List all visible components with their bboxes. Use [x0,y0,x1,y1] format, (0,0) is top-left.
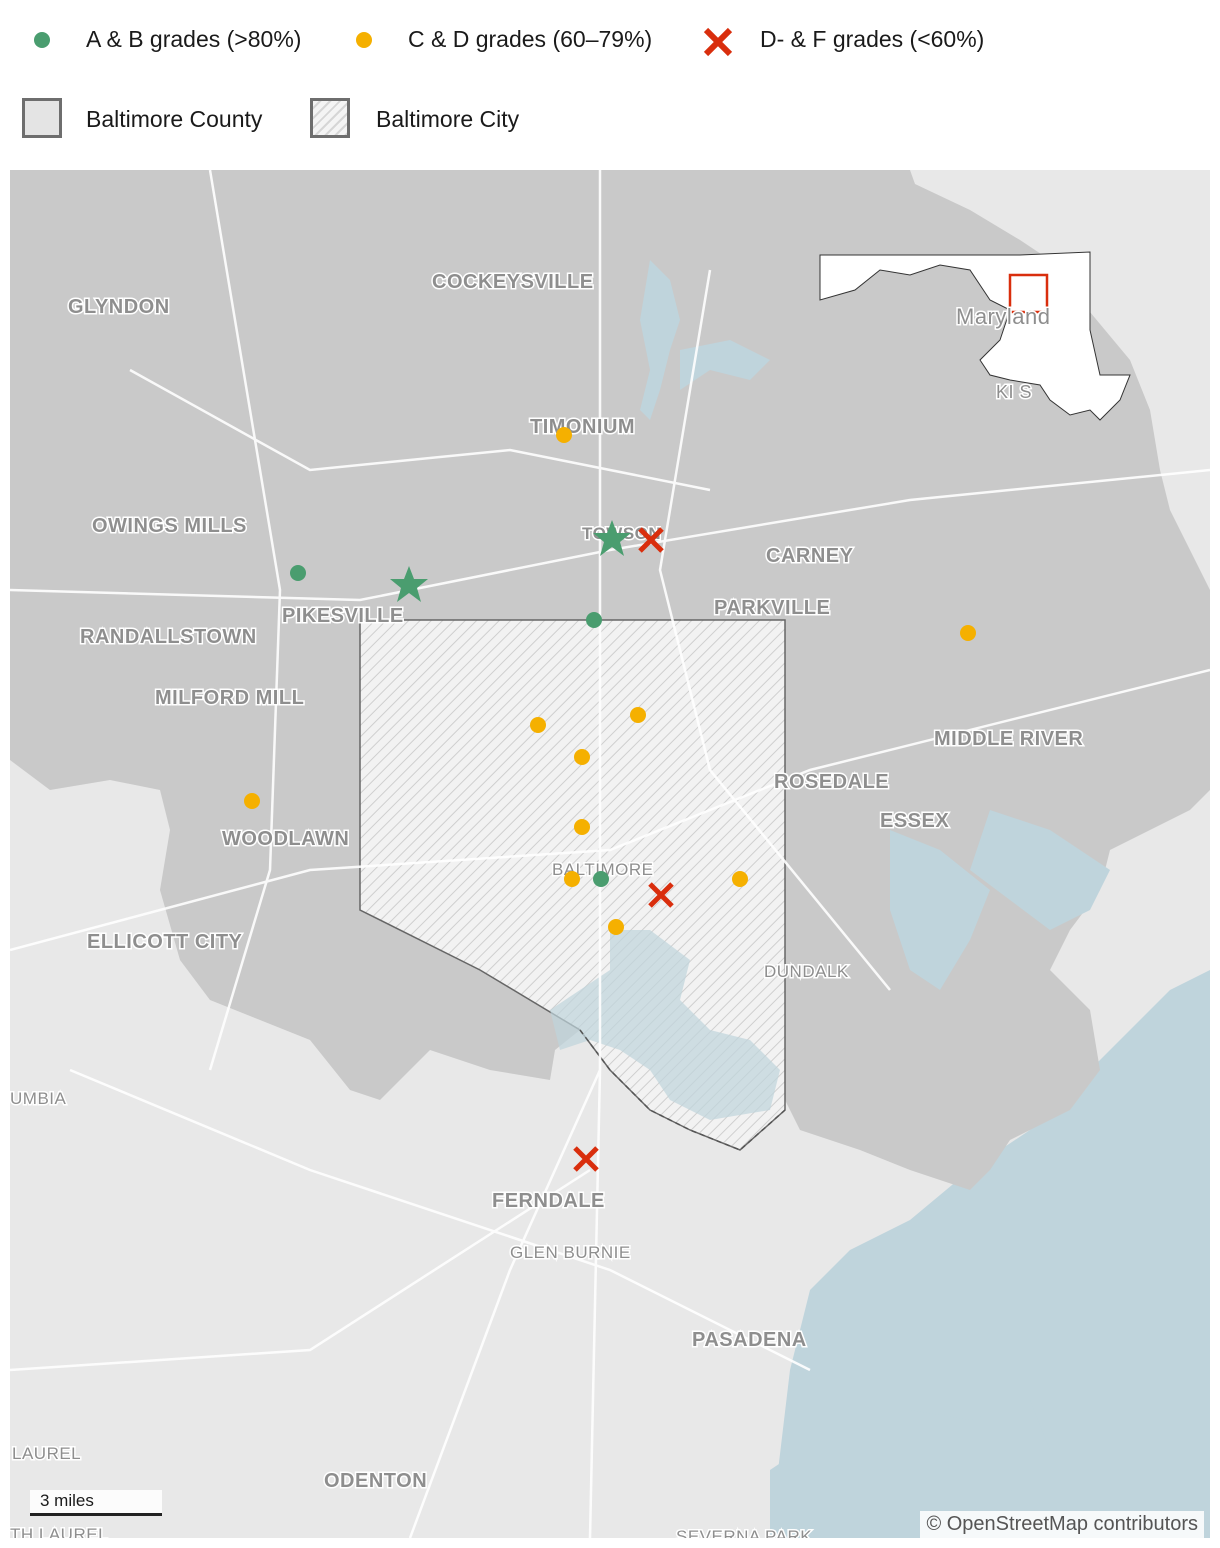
scale-label: 3 miles [40,1491,94,1510]
place-parkville: PARKVILLE [714,597,830,619]
place-middle-river: MIDDLE RIVER [934,728,1083,750]
place-labels: COCKEYSVILLE GLYNDON TIMONIUM OWINGS MIL… [10,270,1084,1539]
school-marker-cd[interactable] [732,871,748,887]
legend-label-ab: A & B grades (>80%) [86,26,302,52]
legend-label-city: Baltimore City [376,106,520,132]
school-marker-ab[interactable] [586,612,602,628]
place-carney: CARNEY [766,545,854,567]
place-rosedale: ROSEDALE [774,771,889,793]
reservoir [640,260,680,420]
place-glen-burnie: GLEN BURNIE [510,1243,631,1262]
legend-label-cd: C & D grades (60–79%) [408,26,653,52]
place-milford-mill: MILFORD MILL [155,687,304,709]
place-laurel: LAUREL [12,1444,81,1463]
scale-bar: 3 miles [30,1490,162,1516]
city-border-dashed [579,1029,786,1151]
star-marker[interactable] [593,520,631,556]
place-pikesville: PIKESVILLE [282,605,404,627]
legend-label-f: D- & F grades (<60%) [760,26,985,52]
place-severna-park: SEVERNA PARK [676,1527,812,1538]
water-bay [770,970,1210,1538]
school-marker-ab[interactable] [290,565,306,581]
water-inlet-2 [890,830,990,990]
attribution[interactable]: © OpenStreetMap contributors [920,1511,1204,1538]
star-marker[interactable] [390,566,428,602]
place-cockeysville: COCKEYSVILLE [432,271,594,293]
place-ellicott-city: ELLICOTT CITY [87,931,243,953]
school-marker-f[interactable] [573,1146,599,1172]
place-owings-mills: OWINGS MILLS [92,515,247,537]
city-swatch-icon [310,98,350,138]
school-marker-cd[interactable] [244,793,260,809]
map[interactable]: Maryland KI S COCKEYSVILLE GLYNDON TIMON… [10,170,1210,1538]
roads [10,170,1210,1538]
legend-item-city: Baltimore City [290,98,590,144]
school-markers [244,427,976,1172]
water-inlet-1 [970,810,1110,930]
place-odenton: ODENTON [324,1470,427,1492]
place-umbia: UMBIA [10,1089,67,1108]
harbor [550,930,780,1120]
school-marker-cd[interactable] [574,819,590,835]
place-pasadena: PASADENA [692,1329,807,1351]
school-marker-cd[interactable] [556,427,572,443]
school-marker-cd[interactable] [630,707,646,723]
place-glyndon: GLYNDON [68,296,170,318]
inset-locator [1008,273,1049,314]
legend-item-f: D- & F grades (<60%) [680,20,1020,60]
school-marker-f[interactable] [638,527,664,553]
place-randallstown: RANDALLSTOWN [80,626,257,648]
place-dundalk: DUNDALK [764,962,849,981]
legend-item-cd: C & D grades (60–79%) [320,20,700,60]
legend-label-county: Baltimore County [86,106,263,132]
place-timonium: TIMONIUM [530,416,635,438]
place-ferndale: FERNDALE [492,1190,605,1212]
map-canvas: Maryland KI S COCKEYSVILLE GLYNDON TIMON… [10,170,1210,1538]
school-marker-ab[interactable] [593,871,609,887]
scale-line [30,1513,162,1516]
legend-item-ab: A & B grades (>80%) [0,20,340,60]
school-marker-cd[interactable] [574,749,590,765]
legend-item-county: Baltimore County [0,98,300,144]
maryland-inset: Maryland KI S [819,251,1131,421]
yellow-dot-icon [356,32,372,48]
inset-label: Maryland [956,304,1050,329]
school-marker-cd[interactable] [960,625,976,641]
red-x-icon [702,26,734,58]
school-marker-cd[interactable] [564,871,580,887]
county-swatch-icon [22,98,62,138]
inset-label-sub: KI S [996,382,1032,402]
place-th-laurel: TH LAUREL [10,1525,108,1538]
green-dot-icon [34,32,50,48]
place-essex: ESSEX [880,810,949,832]
reservoir-2 [680,340,770,390]
school-marker-cd[interactable] [608,919,624,935]
school-marker-f[interactable] [648,882,674,908]
school-marker-cd[interactable] [530,717,546,733]
place-woodlawn: WOODLAWN [222,828,349,850]
water-shore [770,1400,1210,1538]
